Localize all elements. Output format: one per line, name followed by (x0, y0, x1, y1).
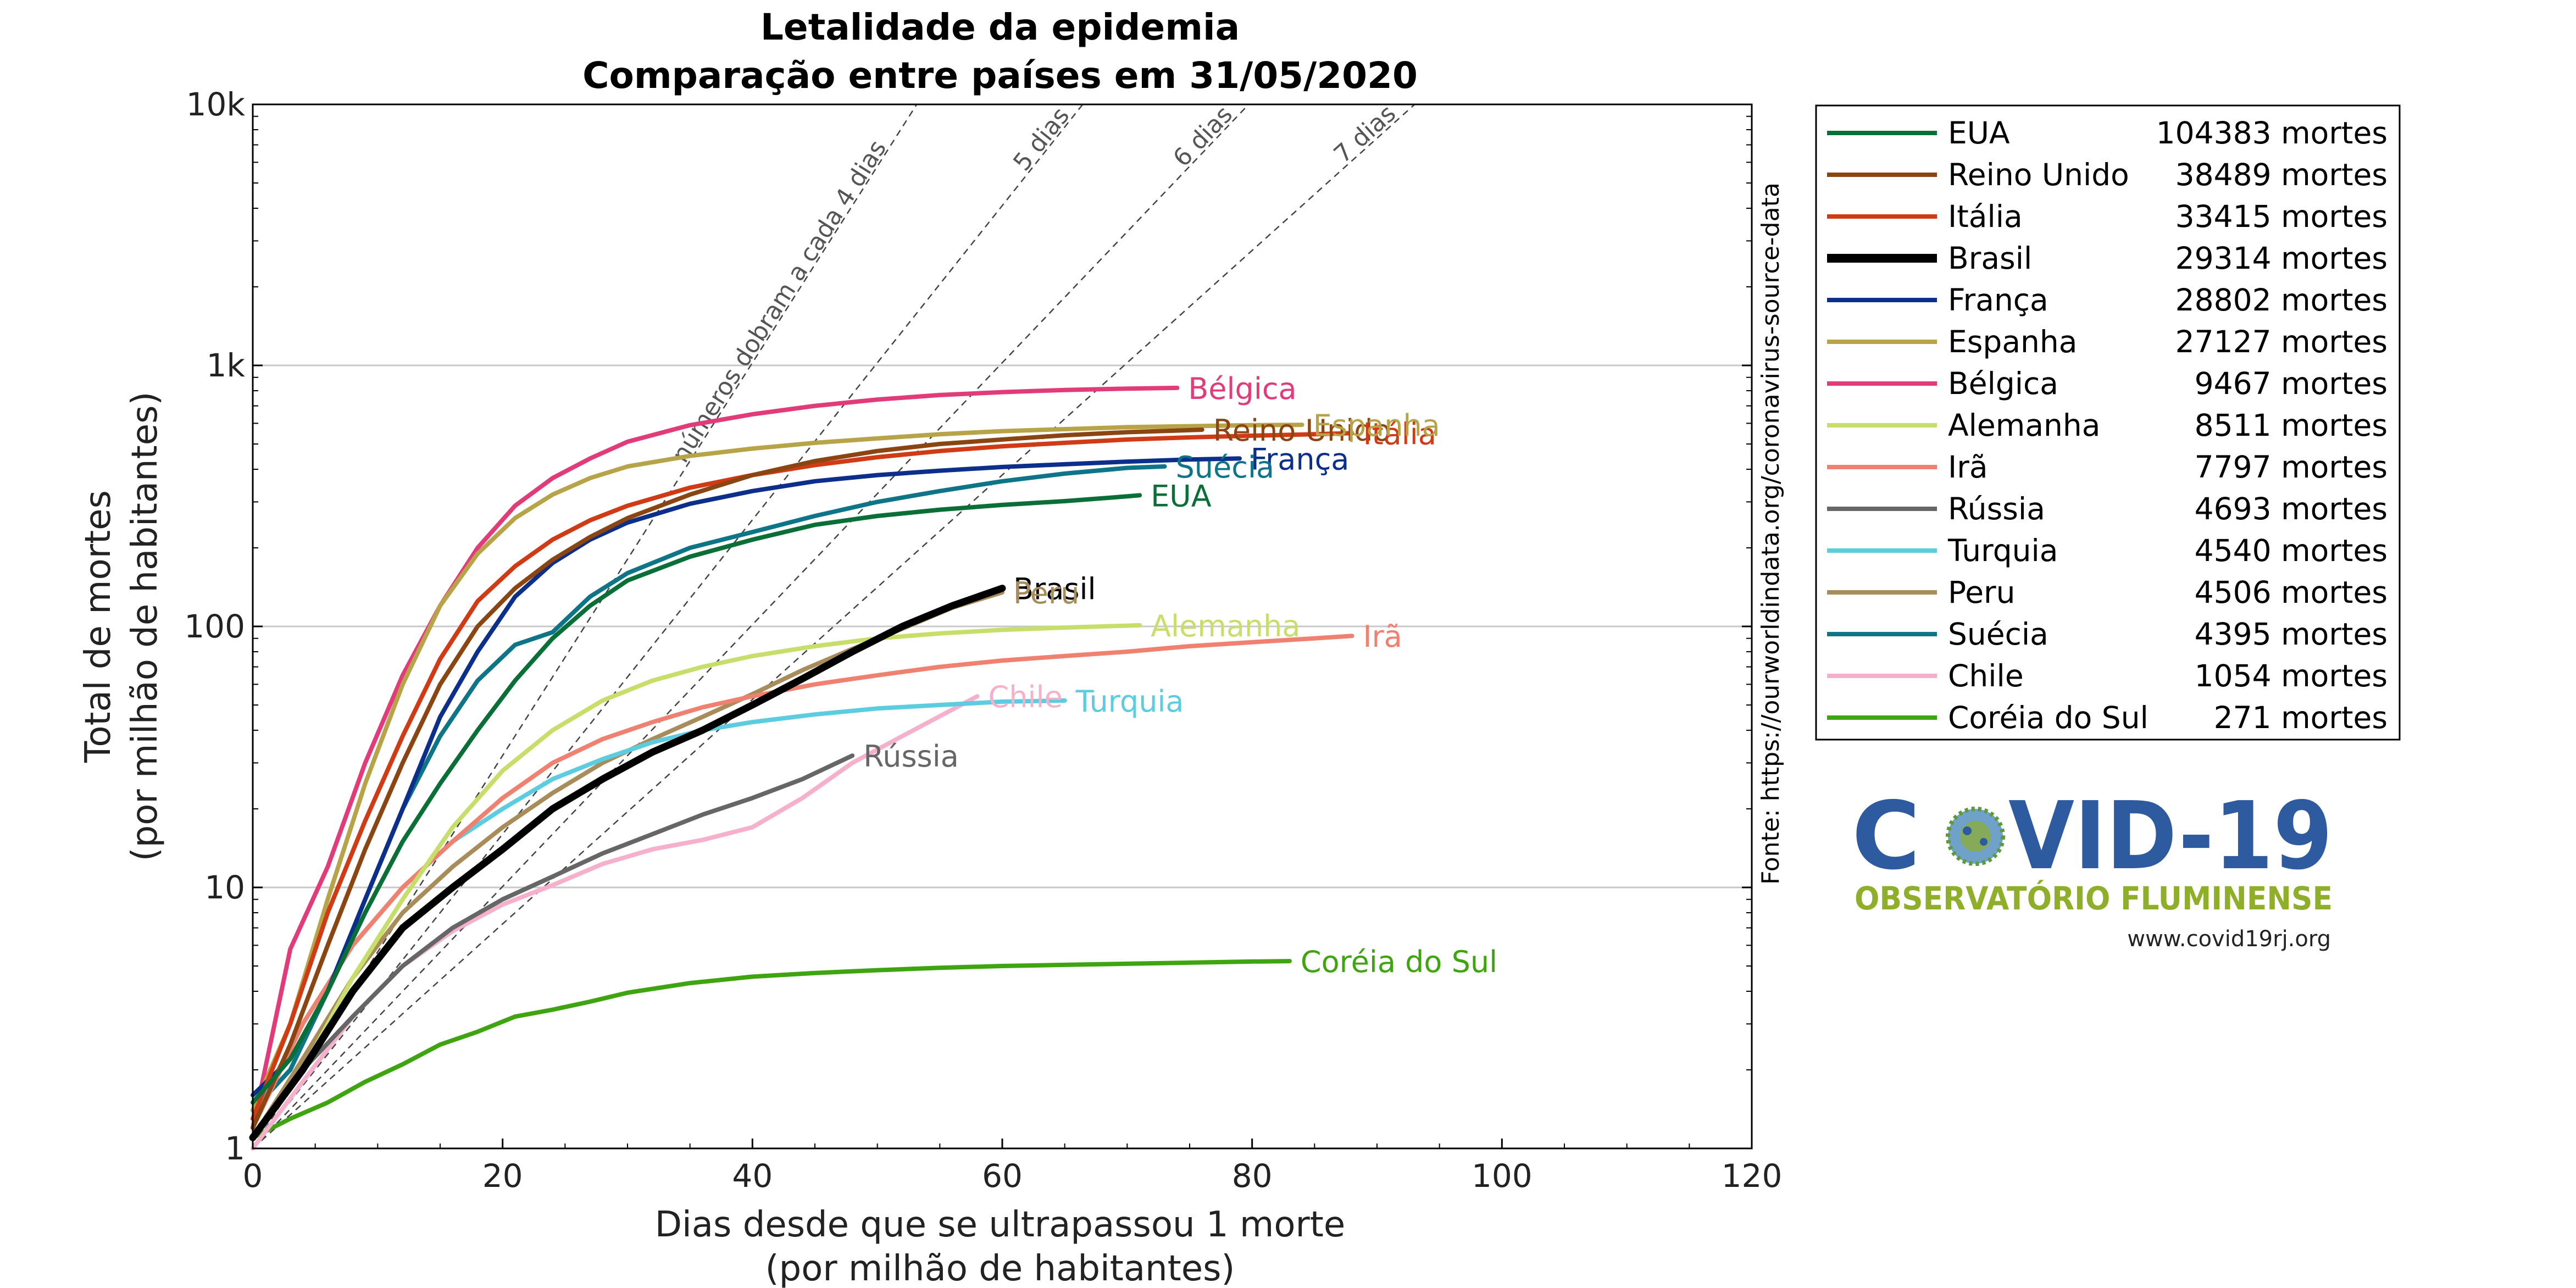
series-line (251, 428, 1204, 1130)
legend-country: Itália (1948, 199, 2023, 234)
legend-deaths: 7797 mortes (2195, 449, 2388, 485)
doubling-line-label: 7 dias (1329, 99, 1401, 169)
legend-deaths: 29314 mortes (2175, 241, 2388, 276)
legend-deaths: 9467 mortes (2195, 366, 2388, 401)
series-line (251, 456, 1242, 1097)
chart-subtitle: Comparação entre países em 31/05/2020 (582, 54, 1418, 97)
legend-country: Brasil (1948, 241, 2032, 276)
series-end-label: Alemanha (1151, 609, 1300, 643)
series-end-label: Bélgica (1188, 371, 1296, 406)
series-lines (249, 385, 1354, 1151)
x-tick-label: 0 (243, 1157, 263, 1195)
virus-icon (1946, 807, 2005, 866)
y-axis-label: Total de mortes (78, 490, 119, 763)
doubling-line-label: 6 dias (1168, 101, 1238, 173)
doubling-line (252, 104, 1250, 1149)
series-end-label: Suécia (1176, 450, 1275, 485)
legend-country: Turquia (1947, 533, 2058, 568)
series-end-label: Rússia (863, 739, 959, 774)
logo-title-c: C (1852, 791, 1920, 891)
y-tick-label: 1 (225, 1130, 245, 1167)
legend-deaths: 28802 mortes (2175, 282, 2388, 318)
legend-deaths: 104383 mortes (2156, 115, 2388, 151)
legend-deaths: 1054 mortes (2195, 658, 2388, 693)
legend-deaths: 33415 mortes (2175, 199, 2388, 234)
legend-country: Espanha (1948, 324, 2077, 359)
x-tick-label: 100 (1472, 1157, 1533, 1195)
y-tick-label: 10k (186, 86, 246, 123)
covid19-logo: C VID-19 OBSERVATÓRIO FLUMINENSE www.cov… (1852, 782, 2346, 956)
series-end-label: Itália (1363, 417, 1436, 451)
x-tick-label: 20 (482, 1157, 523, 1195)
series-line (251, 385, 1180, 1130)
series-line (251, 753, 855, 1140)
doubling-line (252, 104, 1415, 1149)
doubling-line (252, 104, 1084, 1149)
legend-country: EUA (1948, 115, 2010, 151)
series-end-label: França (1251, 442, 1349, 476)
legend-deaths: 38489 mortes (2175, 157, 2388, 192)
x-tick-label: 80 (1232, 1157, 1273, 1195)
legend-country: França (1948, 282, 2048, 318)
x-tick-label: 40 (732, 1157, 773, 1195)
series-line (251, 431, 1354, 1121)
series-end-label: Espanha (1313, 408, 1440, 443)
legend-country: Reino Unido (1948, 157, 2129, 192)
series-end-label: Reino Unido (1213, 413, 1391, 448)
series-line (251, 493, 1142, 1105)
legend-country: Peru (1948, 575, 2016, 610)
legend-country: Alemanha (1948, 408, 2100, 443)
x-tick-label: 120 (1722, 1157, 1783, 1195)
series-end-label: Turquia (1075, 684, 1184, 719)
doubling-line-label: números dobram a cada 4 dias (667, 135, 892, 468)
series-end-label: EUA (1151, 479, 1212, 513)
legend-deaths: 4395 mortes (2195, 617, 2388, 652)
legend-country: Rússia (1948, 491, 2045, 526)
legend-deaths: 27127 mortes (2175, 324, 2388, 359)
series-end-label: Coréia do Sul (1301, 945, 1497, 979)
logo-url: www.covid19rj.org (2127, 926, 2331, 952)
series-line (249, 585, 1006, 1141)
series-line (251, 959, 1292, 1140)
chart-title: Letalidade da epidemia (760, 6, 1240, 48)
legend-country: Irã (1948, 449, 1988, 485)
y-tick-label: 1k (207, 347, 246, 384)
y-tick-label: 10 (204, 869, 245, 906)
legend-deaths: 4540 mortes (2195, 533, 2388, 568)
legend-deaths: 4506 mortes (2195, 575, 2388, 610)
source-note: Fonte: https://ourworldindata.org/corona… (1757, 182, 1785, 885)
series-end-label: Chile (989, 680, 1063, 714)
legend-country: Bélgica (1948, 366, 2058, 401)
doubling-line (252, 104, 918, 1149)
legend-deaths: 4693 mortes (2195, 491, 2388, 526)
logo-subtitle: OBSERVATÓRIO FLUMINENSE (1855, 879, 2333, 917)
doubling-line-label: 5 dias (1008, 102, 1075, 176)
series-end-label: Peru (1013, 576, 1079, 610)
y-tick-label: 100 (184, 608, 245, 645)
y-axis-label-units: (por milhão de habitantes) (125, 392, 165, 862)
legend-country: Chile (1948, 658, 2024, 693)
series-end-label: Brasil (1013, 572, 1096, 607)
legend-deaths: 8511 mortes (2195, 408, 2388, 443)
series-line (251, 623, 1142, 1140)
series-line (251, 423, 1304, 1113)
x-axis-label-units: (por milhão de habitantes) (765, 1248, 1235, 1288)
legend-deaths: 271 mortes (2214, 700, 2388, 735)
series-end-label: Irã (1363, 619, 1402, 654)
legend: EUA 104383 mortes Reino Unido 38489 mortes I… (1815, 104, 2401, 741)
logo-title-rest: VID-19 (2008, 791, 2333, 891)
x-tick-label: 60 (982, 1157, 1023, 1195)
legend-country: Coréia do Sul (1948, 700, 2148, 735)
x-axis-label: Dias desde que se ultrapassou 1 morte (655, 1204, 1346, 1245)
legend-country: Suécia (1948, 617, 2048, 652)
